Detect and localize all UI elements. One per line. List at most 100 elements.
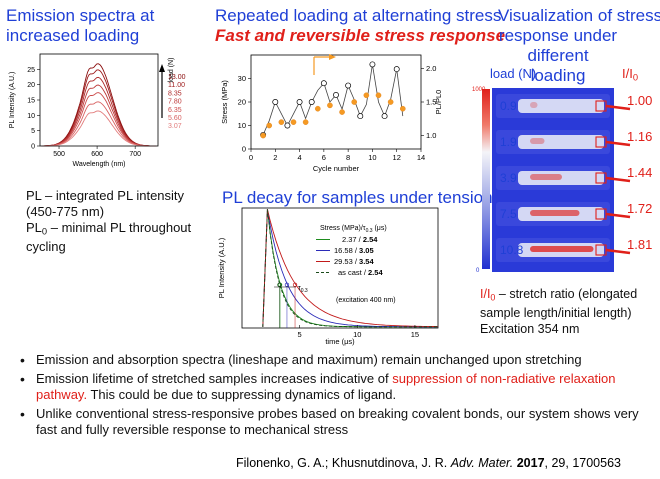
emission-series-line <box>41 92 157 147</box>
decay-x-tick-label: 10 <box>353 330 361 339</box>
emission-y-tick-label: 25 <box>27 67 35 74</box>
stress-map: 1000 0 0.9 1.00 1.9 1.16 3.9 1.44 7.5 1.72 10.8 1… <box>472 87 652 274</box>
emission-y-tick-label: 10 <box>27 113 35 120</box>
strip-ratio-label: 1.81 <box>627 237 652 252</box>
load-arrow-head-icon <box>159 64 165 72</box>
strip-stress-region <box>530 138 545 144</box>
citation: Filonenko, G. A.; Khusnutdinova, J. R. A… <box>236 456 621 470</box>
pl0-subscript: 0 <box>41 226 48 237</box>
cycling-chart: 0 2 4 6 8 10 12 14 0 10 20 30 1.0 1.5 2.0 Cycle numb… <box>220 54 443 173</box>
tau-point <box>284 282 290 287</box>
cycling-y-tick-label: 30 <box>238 74 246 83</box>
strip-stress-region <box>530 246 594 252</box>
cycling-x-tick-label: 6 <box>322 153 326 162</box>
load-header: load (N) <box>490 66 537 81</box>
stress-point <box>345 82 352 89</box>
cycling-y2-label: PL/PL0 <box>434 90 443 115</box>
strip-ratio-label: 1.72 <box>627 201 652 216</box>
emission-y-tick-label: 0 <box>31 144 35 151</box>
decay-y-label: PL Intensity (A.U.) <box>217 237 226 298</box>
cycling-y-tick-label: 10 <box>238 121 246 130</box>
decay-x-label: time (μs) <box>325 337 355 346</box>
decay-series-line <box>262 209 438 327</box>
cycling-x-tick-label: 4 <box>297 153 301 162</box>
strip-stress-region <box>530 174 562 180</box>
stress-point <box>393 66 400 73</box>
pl-ratio-point <box>278 119 285 125</box>
ratio-pointer <box>605 176 631 183</box>
emission-series-line <box>41 76 157 147</box>
visual-title-line3: different loading <box>527 46 589 85</box>
emission-legend-item: 7.80 <box>168 99 182 106</box>
cycling-x-tick-label: 14 <box>417 153 425 162</box>
pl0-text: – minimal PL throughout cycling <box>26 220 192 255</box>
stress-point <box>357 113 364 120</box>
emission-legend-item: 5.60 <box>168 115 182 122</box>
pl-ratio-point <box>260 132 266 139</box>
ratio-pointer <box>605 212 631 219</box>
emission-series-line <box>41 69 157 147</box>
pl-axis-arrow-head-icon <box>329 54 336 60</box>
emission-y-tick-label: 5 <box>31 128 35 135</box>
tau-label: τ0.3 <box>298 285 308 294</box>
decay-legend-item: as cast / 2.54 <box>338 268 383 277</box>
decay-plot-frame <box>241 207 439 329</box>
emission-series-line <box>41 101 157 147</box>
stress-point <box>369 61 376 68</box>
decay-legend-title: Stress (MPa)/τ0.3 (μs) <box>320 225 387 234</box>
decay-series-line <box>262 209 438 328</box>
decay-x-tick-label: 15 <box>411 330 419 339</box>
emission-legend-title: load (N) <box>168 58 175 83</box>
decay-legend-item: 16.58 / 3.05 <box>334 246 374 255</box>
pl-ratio-point <box>290 119 297 125</box>
ratio-header: I/I0 <box>622 66 639 83</box>
cycling-stress-line <box>262 64 404 136</box>
strip-load-label: 0.9 <box>500 99 517 113</box>
emission-x-tick-label: 700 <box>129 151 141 158</box>
stress-point <box>308 99 315 105</box>
stress-point <box>381 113 388 120</box>
tau-point <box>292 282 298 287</box>
emission-x-label: Wavelength (nm) <box>72 161 125 168</box>
cycling-y2-tick-label: 1.5 <box>426 98 436 107</box>
decay-title: PL decay for samples under tension <box>222 188 493 207</box>
cycling-title: Repeated loading at alternating stress F… <box>215 6 505 46</box>
pl0-definition: PL0 – minimal PL throughout cycling <box>26 220 208 255</box>
emission-plot-frame <box>39 53 159 147</box>
ratio-pointer <box>605 248 631 255</box>
emission-title-line1: Emission spectra at <box>6 6 155 25</box>
emission-title: Emission spectra at increased loading <box>6 6 154 46</box>
excitation-note: Excitation 354 nm <box>480 322 580 337</box>
strip-highlight <box>518 99 604 113</box>
emission-legend-item: 11.00 <box>168 82 185 89</box>
cycling-y-tick-label: 0 <box>242 145 246 154</box>
pl-ratio-point <box>302 119 309 125</box>
decay-legend-item: 2.37 / 2.54 <box>342 235 378 244</box>
pl0-label: PL <box>26 220 42 235</box>
strip-load-label: 10.8 <box>500 243 524 257</box>
stress-point <box>320 80 327 87</box>
pl-ratio-point <box>387 99 394 105</box>
pl-ratio-point <box>375 92 382 99</box>
cycling-x-tick-label: 10 <box>368 153 376 162</box>
emission-series-line <box>41 84 157 147</box>
colorbar-min: 0 <box>476 268 480 274</box>
emission-title-line2: increased loading <box>6 26 140 45</box>
emission-x-tick-label: 500 <box>53 151 65 158</box>
stress-point <box>296 99 303 105</box>
colorbar <box>482 89 490 269</box>
pl-ratio-point <box>339 109 345 115</box>
decay-x-tick-label: 5 <box>298 330 302 339</box>
cycling-x-tick-label: 0 <box>249 153 253 162</box>
cycling-title-line1: Repeated loading at alternating stress <box>215 6 502 25</box>
pl-definition: PL – integrated PL intensity (450-775 nm… <box>26 188 185 219</box>
stress-point <box>333 92 339 98</box>
decay-annotation: (excitation 400 nm) <box>336 297 396 304</box>
cycling-y-label: Stress (MPa) <box>220 80 229 124</box>
strip-highlight <box>518 135 604 149</box>
cycling-x-tick-label: 2 <box>273 153 277 162</box>
pl-ratio-point <box>351 99 358 105</box>
emission-y-tick-label: 20 <box>27 82 35 89</box>
emission-legend-item: 8.35 <box>168 90 182 97</box>
emission-series-line <box>41 63 157 147</box>
